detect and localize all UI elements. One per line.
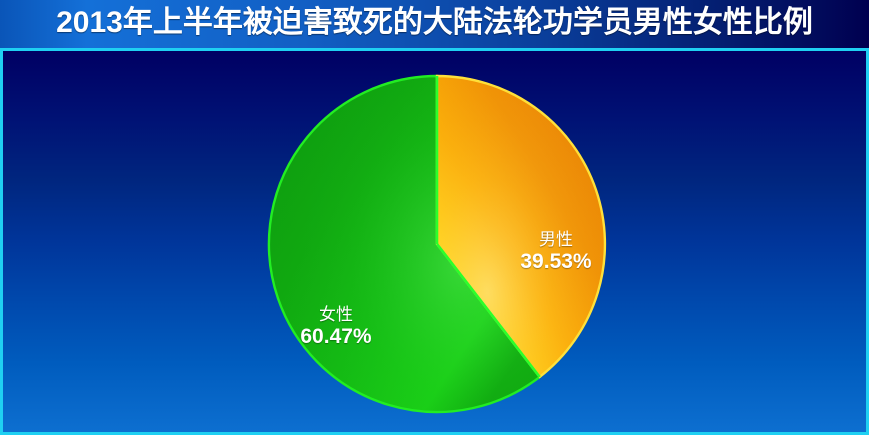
- title-bar: 2013年上半年被迫害致死的大陆法轮功学员男性女性比例: [0, 0, 869, 48]
- pie-divider-lower-right: [435, 243, 541, 378]
- chart-panel: 男性 39.53% 女性 60.47%: [0, 48, 869, 435]
- pie-slice-female-sheen: [268, 76, 540, 412]
- pie-slice-male-sheen: [437, 76, 605, 377]
- pie-chart-svg: [267, 74, 607, 414]
- pie-chart: 男性 39.53% 女性 60.47%: [3, 51, 866, 432]
- page-title: 2013年上半年被迫害致死的大陆法轮功学员男性女性比例: [56, 6, 813, 39]
